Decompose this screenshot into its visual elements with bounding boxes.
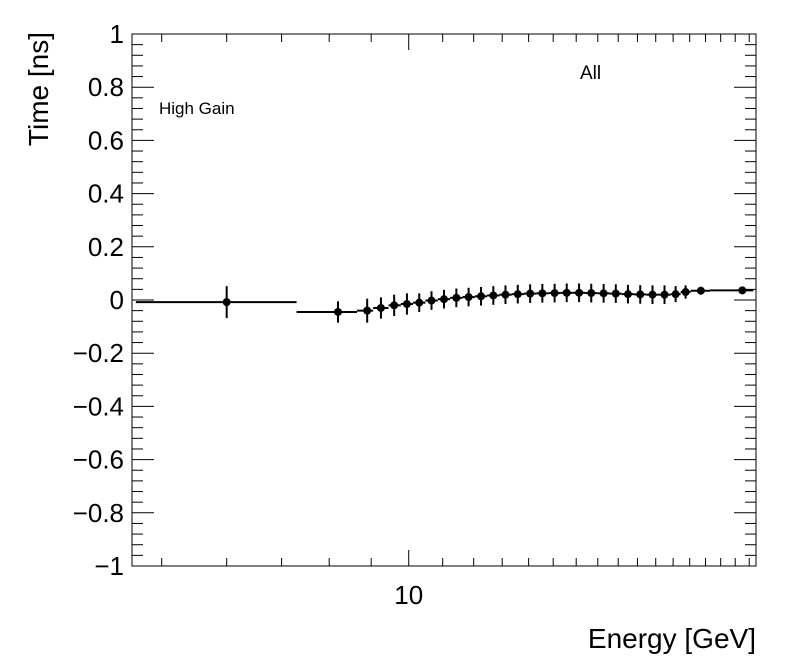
data-point xyxy=(623,290,632,299)
x-axis-title: Energy [GeV] xyxy=(588,623,756,654)
data-point xyxy=(489,291,498,300)
x-tick-label: 10 xyxy=(394,580,423,610)
data-point xyxy=(427,296,436,305)
data-point xyxy=(587,289,596,298)
data-point xyxy=(681,288,690,297)
data-point xyxy=(415,298,424,307)
y-tick-label: −0.4 xyxy=(73,391,124,421)
data-point xyxy=(390,301,399,310)
y-axis-title: Time [ns] xyxy=(23,32,54,146)
y-tick-label: −1 xyxy=(94,551,124,581)
y-tick-label: 0.8 xyxy=(88,72,124,102)
data-point xyxy=(550,289,559,298)
data-point xyxy=(513,290,522,299)
y-tick-label: −0.2 xyxy=(73,338,124,368)
y-tick-label: 0.2 xyxy=(88,232,124,262)
y-tick-label: −0.6 xyxy=(73,445,124,475)
data-point xyxy=(575,288,584,297)
y-tick-label: 0.4 xyxy=(88,179,124,209)
data-point xyxy=(671,290,680,299)
data-point xyxy=(333,307,342,316)
y-tick-label: 1 xyxy=(110,19,124,49)
data-point xyxy=(452,293,461,302)
data-point xyxy=(599,289,608,298)
data-point xyxy=(738,286,747,295)
ticks-group: −1 −0.8 −0.6 −0.4 −0.2 0 0.2 0.4 0.6 0.8 1 10 xyxy=(73,19,756,610)
data-point xyxy=(376,303,385,312)
data-point xyxy=(222,298,231,307)
y-tick-label: −0.8 xyxy=(73,498,124,528)
data-point xyxy=(648,290,657,299)
annotation-all: All xyxy=(580,63,601,84)
data-point xyxy=(363,306,372,315)
annotation-high-gain: High Gain xyxy=(159,99,235,118)
data-point xyxy=(562,288,571,297)
data-point xyxy=(464,293,473,302)
data-point xyxy=(526,289,535,298)
data-point xyxy=(477,292,486,301)
y-tick-label: 0 xyxy=(110,285,124,315)
y-tick-label: 0.6 xyxy=(88,125,124,155)
data-point xyxy=(660,290,669,299)
data-point xyxy=(501,290,510,299)
data-point xyxy=(696,286,705,295)
data-point xyxy=(439,295,448,304)
data-point xyxy=(636,290,645,299)
data-point xyxy=(402,299,411,308)
data-series-group xyxy=(135,283,754,323)
data-point xyxy=(538,289,547,298)
data-point xyxy=(611,289,620,298)
